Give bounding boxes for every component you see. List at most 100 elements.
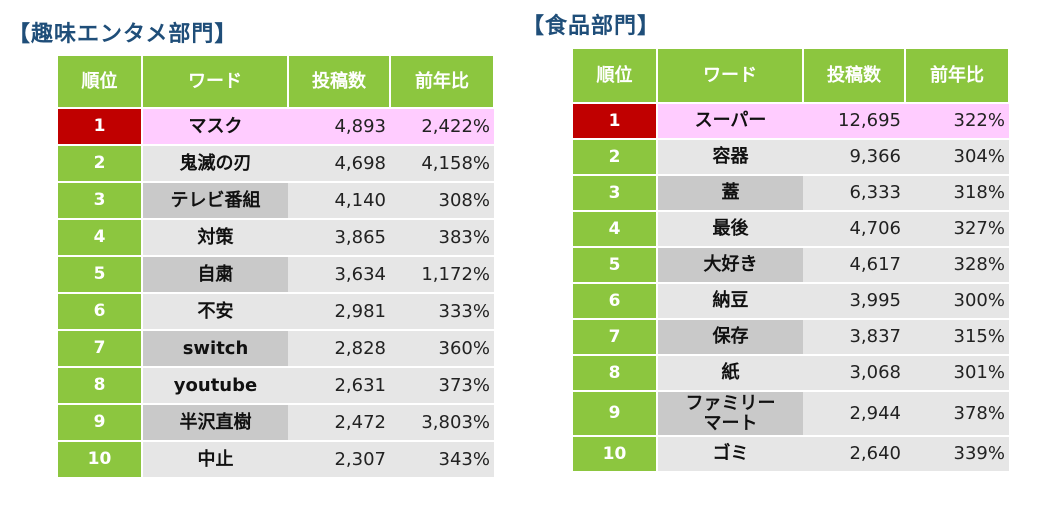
post-count: 3,995 bbox=[803, 283, 905, 320]
rank-number: 10 bbox=[573, 436, 658, 473]
table-row: 2 鬼滅の刃 4,698 4,158% bbox=[58, 145, 494, 183]
word-text: ファミリー マート bbox=[657, 391, 803, 437]
entertainment-ranking-table: 順位 ワード 投稿数 前年比 1 マスク 4,893 2,422% 2 鬼滅の刃 4,698… bbox=[58, 56, 495, 479]
yoy-ratio: 301% bbox=[905, 355, 1009, 392]
table-row: 6 不安 2,981 333% bbox=[58, 293, 494, 331]
word-text: 不安 bbox=[142, 293, 288, 331]
header-rank: 順位 bbox=[573, 49, 658, 104]
yoy-ratio: 2,422% bbox=[390, 108, 494, 146]
yoy-ratio: 383% bbox=[390, 219, 494, 257]
table-row: 8 紙 3,068 301% bbox=[573, 355, 1009, 392]
entertainment-table-body: 1 マスク 4,893 2,422% 2 鬼滅の刃 4,698 4,158% 3 テレビ番組 4,1… bbox=[58, 108, 494, 479]
food-ranking-table: 順位 ワード 投稿数 前年比 1 スーパー 12,695 322% 2 容器 9,366 30… bbox=[573, 49, 1010, 473]
word-text: 蓋 bbox=[657, 175, 803, 212]
table-row: 2 容器 9,366 304% bbox=[573, 139, 1009, 176]
word-text: スーパー bbox=[657, 103, 803, 140]
yoy-ratio: 308% bbox=[390, 182, 494, 220]
table-row: 5 大好き 4,617 328% bbox=[573, 247, 1009, 284]
yoy-ratio: 333% bbox=[390, 293, 494, 331]
food-section-title: 【食品部門】 bbox=[522, 14, 661, 39]
yoy-ratio: 327% bbox=[905, 211, 1009, 248]
yoy-ratio: 4,158% bbox=[390, 145, 494, 183]
word-text: 対策 bbox=[142, 219, 288, 257]
word-text: 自粛 bbox=[142, 256, 288, 294]
word-text: 大好き bbox=[657, 247, 803, 284]
word-text: テレビ番組 bbox=[142, 182, 288, 220]
header-yoy: 前年比 bbox=[905, 49, 1010, 104]
rank-number: 8 bbox=[58, 367, 143, 405]
rank-number: 4 bbox=[573, 211, 658, 248]
post-count: 4,698 bbox=[288, 145, 390, 183]
yoy-ratio: 304% bbox=[905, 139, 1009, 176]
header-yoy: 前年比 bbox=[390, 56, 495, 109]
word-text: 容器 bbox=[657, 139, 803, 176]
rank-number: 6 bbox=[573, 283, 658, 320]
rank-number: 4 bbox=[58, 219, 143, 257]
word-text: 中止 bbox=[142, 441, 288, 479]
post-count: 4,706 bbox=[803, 211, 905, 248]
header-word: ワード bbox=[657, 49, 804, 104]
table-row: 1 マスク 4,893 2,422% bbox=[58, 108, 494, 146]
yoy-ratio: 322% bbox=[905, 103, 1009, 140]
word-text: 納豆 bbox=[657, 283, 803, 320]
table-row: 8 youtube 2,631 373% bbox=[58, 367, 494, 405]
table-row: 4 最後 4,706 327% bbox=[573, 211, 1009, 248]
word-text: 半沢直樹 bbox=[142, 404, 288, 442]
post-count: 2,944 bbox=[803, 391, 905, 437]
table-row: 1 スーパー 12,695 322% bbox=[573, 103, 1009, 140]
post-count: 2,981 bbox=[288, 293, 390, 331]
table-row: 3 テレビ番組 4,140 308% bbox=[58, 182, 494, 220]
table-row: 10 ゴミ 2,640 339% bbox=[573, 436, 1009, 473]
entertainment-section-title: 【趣味エンタメ部門】 bbox=[8, 22, 238, 47]
table-row: 3 蓋 6,333 318% bbox=[573, 175, 1009, 212]
rank-number: 2 bbox=[58, 145, 143, 183]
table-row: 6 納豆 3,995 300% bbox=[573, 283, 1009, 320]
rank-number: 1 bbox=[58, 108, 143, 146]
post-count: 2,307 bbox=[288, 441, 390, 479]
yoy-ratio: 318% bbox=[905, 175, 1009, 212]
post-count: 2,640 bbox=[803, 436, 905, 473]
rank-number: 8 bbox=[573, 355, 658, 392]
rank-number: 10 bbox=[58, 441, 143, 479]
yoy-ratio: 378% bbox=[905, 391, 1009, 437]
table-row: 7 保存 3,837 315% bbox=[573, 319, 1009, 356]
word-text: ゴミ bbox=[657, 436, 803, 473]
yoy-ratio: 1,172% bbox=[390, 256, 494, 294]
yoy-ratio: 328% bbox=[905, 247, 1009, 284]
yoy-ratio: 3,803% bbox=[390, 404, 494, 442]
yoy-ratio: 360% bbox=[390, 330, 494, 368]
header-posts: 投稿数 bbox=[288, 56, 391, 109]
word-text: 鬼滅の刃 bbox=[142, 145, 288, 183]
rank-number: 7 bbox=[573, 319, 658, 356]
yoy-ratio: 339% bbox=[905, 436, 1009, 473]
post-count: 3,865 bbox=[288, 219, 390, 257]
rank-number: 6 bbox=[58, 293, 143, 331]
yoy-ratio: 373% bbox=[390, 367, 494, 405]
word-text: 最後 bbox=[657, 211, 803, 248]
word-text: youtube bbox=[142, 367, 288, 405]
rank-number: 5 bbox=[573, 247, 658, 284]
yoy-ratio: 300% bbox=[905, 283, 1009, 320]
table-header-row: 順位 ワード 投稿数 前年比 bbox=[573, 49, 1010, 104]
rank-number: 2 bbox=[573, 139, 658, 176]
table-row: 5 自粛 3,634 1,172% bbox=[58, 256, 494, 294]
post-count: 2,828 bbox=[288, 330, 390, 368]
post-count: 4,617 bbox=[803, 247, 905, 284]
table-row: 9 半沢直樹 2,472 3,803% bbox=[58, 404, 494, 442]
rank-number: 7 bbox=[58, 330, 143, 368]
header-posts: 投稿数 bbox=[803, 49, 906, 104]
table-row: 10 中止 2,307 343% bbox=[58, 441, 494, 479]
table-row: 9 ファミリー マート 2,944 378% bbox=[573, 391, 1009, 437]
rank-number: 9 bbox=[58, 404, 143, 442]
post-count: 3,634 bbox=[288, 256, 390, 294]
post-count: 4,893 bbox=[288, 108, 390, 146]
yoy-ratio: 315% bbox=[905, 319, 1009, 356]
post-count: 12,695 bbox=[803, 103, 905, 140]
post-count: 3,837 bbox=[803, 319, 905, 356]
post-count: 3,068 bbox=[803, 355, 905, 392]
rank-number: 1 bbox=[573, 103, 658, 140]
header-rank: 順位 bbox=[58, 56, 143, 109]
header-word: ワード bbox=[142, 56, 289, 109]
word-text: 紙 bbox=[657, 355, 803, 392]
post-count: 2,472 bbox=[288, 404, 390, 442]
